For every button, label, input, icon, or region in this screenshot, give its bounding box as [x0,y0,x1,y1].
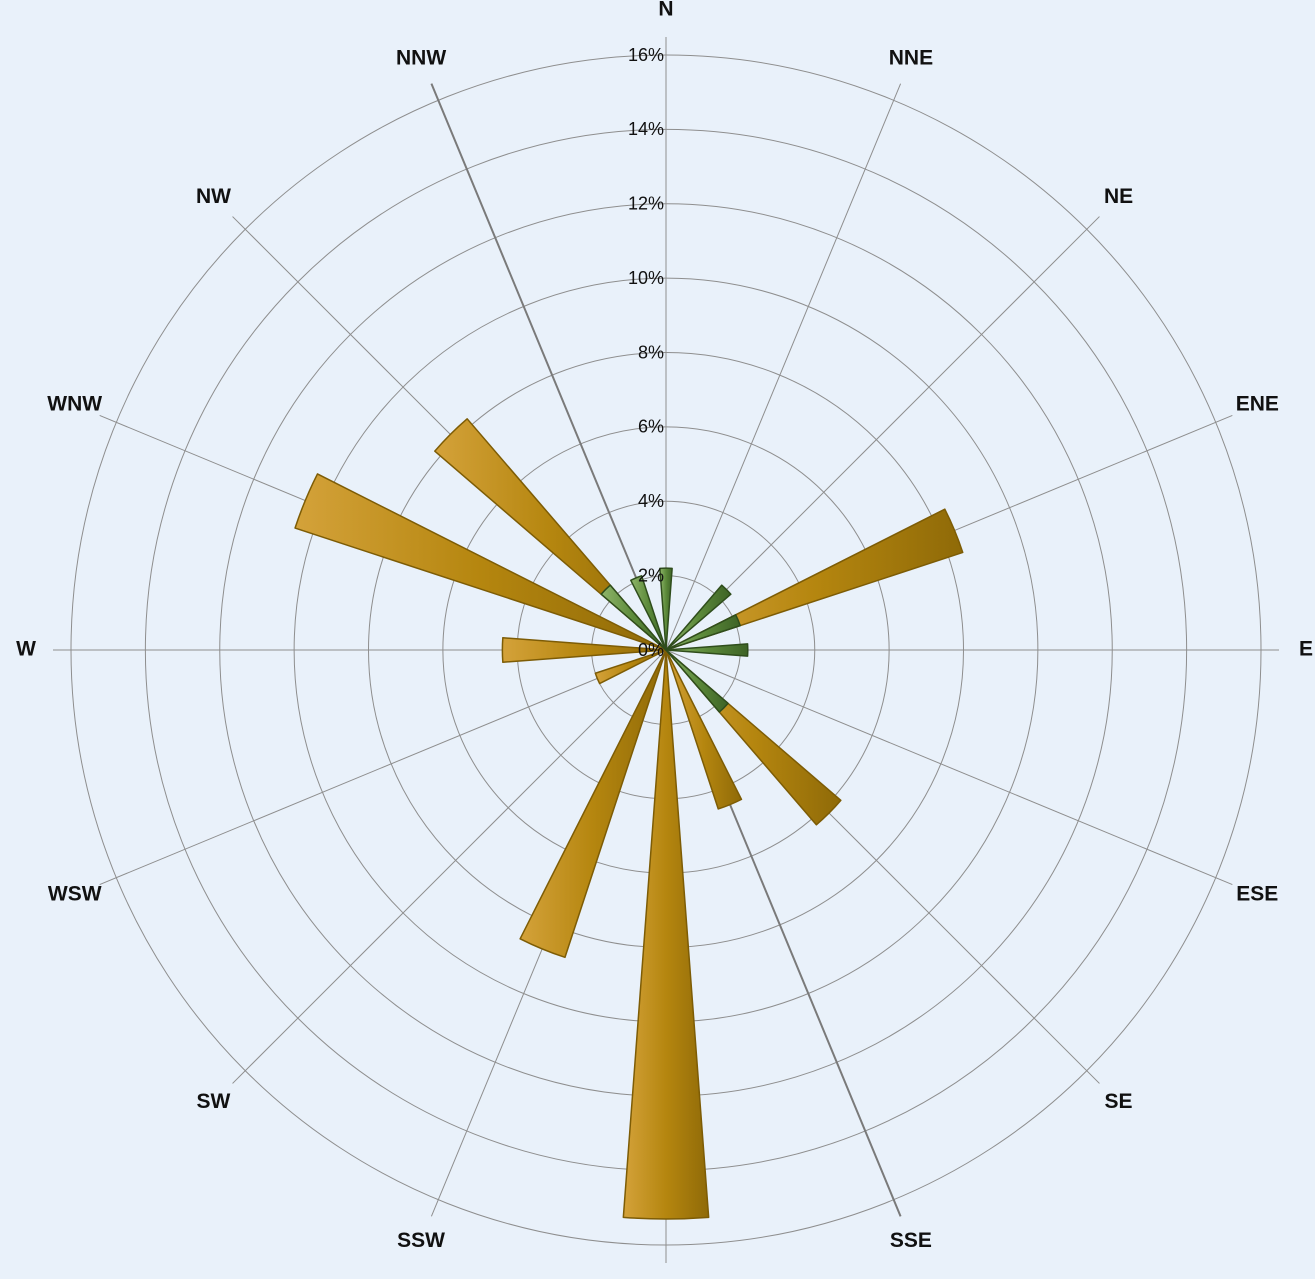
direction-label-nne: NNE [889,46,933,69]
direction-label-sse: SSE [890,1229,932,1252]
r-tick-label: 12% [628,194,664,214]
r-tick-label: 16% [628,45,664,65]
direction-label-nnw: NNW [396,46,446,69]
direction-label-ene: ENE [1236,393,1279,416]
petal-series-2-nnw [630,575,667,651]
petal-series-1-ene [665,508,964,651]
direction-label-wsw: WSW [48,882,102,905]
direction-label-nw: NW [196,185,231,208]
petal-series-1-ssw [519,649,667,959]
petal-series-1-wnw [294,473,667,651]
petal-series-2-n [659,567,673,651]
petal-series-2-ene [665,614,741,651]
direction-labels: NNNENEENEEESESESSESSSWSWWSWWWNWNWNNW [16,0,1313,1279]
petal-series-2-e [665,643,749,657]
r-tick-label: 6% [638,417,664,437]
petal-series-2-se [665,649,729,713]
direction-label-ssw: SSW [397,1229,445,1252]
r-tick-label: 8% [638,342,664,362]
spoke-nne [665,83,902,651]
direction-label-wnw: WNW [47,393,102,416]
petal-series-2-ne [665,584,732,651]
direction-label-ne: NE [1104,185,1133,208]
direction-label-sw: SW [197,1090,231,1113]
direction-label-e: E [1299,638,1313,661]
petal-series-1-w [501,636,667,664]
spoke-ese [665,649,1233,886]
petal-series-1-s [622,649,710,1220]
r-tick-label: 14% [628,119,664,139]
spoke-nnw [430,83,667,651]
direction-label-w: W [16,638,36,661]
direction-label-se: SE [1105,1090,1133,1113]
petal-series-2-nw [600,584,667,651]
r-tick-label: 2% [638,565,664,585]
spoke-ne [665,216,1100,651]
r-tick-label: 4% [638,491,664,511]
petals [294,418,964,1220]
petal-series-1-wsw [594,649,667,685]
petal-series-1-sse [665,649,743,810]
direction-label-n: N [658,0,673,21]
r-tick-label: 10% [628,268,664,288]
spoke-wsw [99,649,667,886]
radial-tick-labels: 0% 2% 4% 6% 8% 10% 12% 14% 16% [628,45,664,660]
direction-label-ese: ESE [1236,882,1278,905]
spoke-sw [232,649,667,1084]
r-tick-label: 0% [638,640,664,660]
